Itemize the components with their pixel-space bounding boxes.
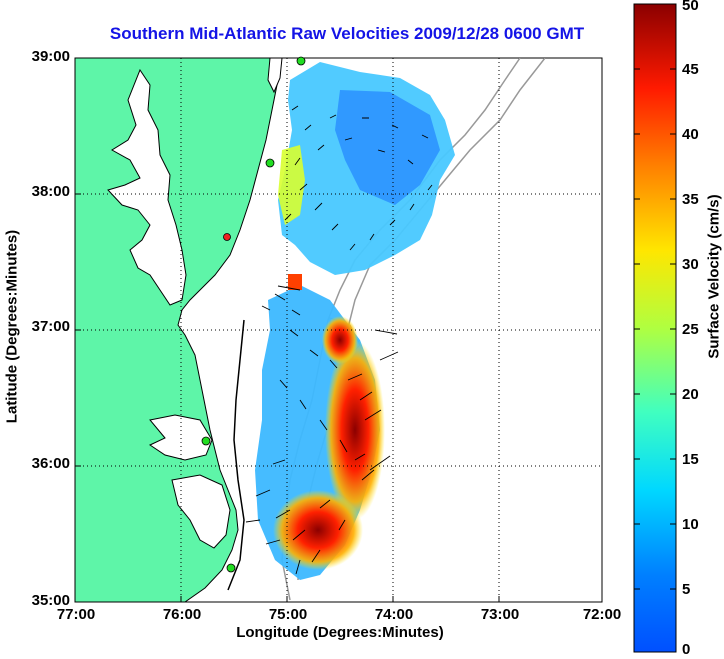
colorbar-tick-label: 0 bbox=[682, 641, 691, 658]
y-tick-label: 37:00 bbox=[31, 318, 70, 335]
y-tick-label: 35:00 bbox=[31, 592, 70, 609]
x-tick-label: 75:00 bbox=[268, 606, 308, 623]
station-marker bbox=[223, 233, 231, 241]
colorbar-ticks bbox=[634, 68, 676, 590]
current-vectors bbox=[245, 105, 433, 575]
colorbar-tick-label: 35 bbox=[682, 191, 699, 208]
delaware-bay bbox=[267, 58, 283, 94]
radar-stations bbox=[201, 56, 306, 573]
chart-title: Southern Mid-Atlantic Raw Velocities 200… bbox=[109, 24, 585, 43]
colorbar bbox=[633, 3, 677, 653]
colorbar-tick-label: 20 bbox=[682, 386, 699, 403]
y-tick-label: 39:00 bbox=[31, 48, 70, 65]
x-tick-label: 72:00 bbox=[582, 606, 622, 623]
grid-lines bbox=[75, 58, 602, 602]
albemarle-sound bbox=[171, 474, 231, 549]
velocity-hot-spot bbox=[325, 340, 385, 520]
velocity-hot-spot bbox=[322, 316, 358, 364]
colorbar-tick-label: 25 bbox=[682, 321, 699, 338]
velocity-field-north-fast bbox=[278, 145, 305, 225]
y-tick-label: 38:00 bbox=[31, 183, 70, 200]
y-tick-label: 36:00 bbox=[31, 455, 70, 472]
colorbar-tick-label: 5 bbox=[682, 581, 691, 598]
station-marker bbox=[226, 563, 236, 573]
colorbar-tick-label: 45 bbox=[682, 61, 699, 78]
station-marker bbox=[201, 436, 211, 446]
chesapeake-bay bbox=[107, 68, 187, 306]
station-marker bbox=[265, 158, 275, 168]
x-tick-label: 77:00 bbox=[56, 606, 96, 623]
colorbar-tick-label: 10 bbox=[682, 516, 699, 533]
velocity-hot-spot bbox=[288, 274, 302, 290]
colorbar-tick-label: 50 bbox=[682, 0, 699, 14]
colorbar-tick-label: 15 bbox=[682, 451, 699, 468]
x-tick-label: 73:00 bbox=[480, 606, 520, 623]
station-marker bbox=[296, 56, 306, 66]
velocity-field-north-slow bbox=[335, 90, 440, 205]
x-tick-label: 76:00 bbox=[162, 606, 202, 623]
colorbar-tick-label: 40 bbox=[682, 126, 699, 143]
axis-ticks bbox=[75, 193, 500, 602]
barrier-islands bbox=[227, 319, 245, 591]
x-axis-title: Longitude (Degrees:Minutes) bbox=[236, 624, 444, 641]
velocity-hot-spot bbox=[273, 490, 363, 570]
colorbar-tick-label: 30 bbox=[682, 256, 699, 273]
pamlico-sound bbox=[148, 414, 213, 461]
x-tick-label: 74:00 bbox=[374, 606, 414, 623]
